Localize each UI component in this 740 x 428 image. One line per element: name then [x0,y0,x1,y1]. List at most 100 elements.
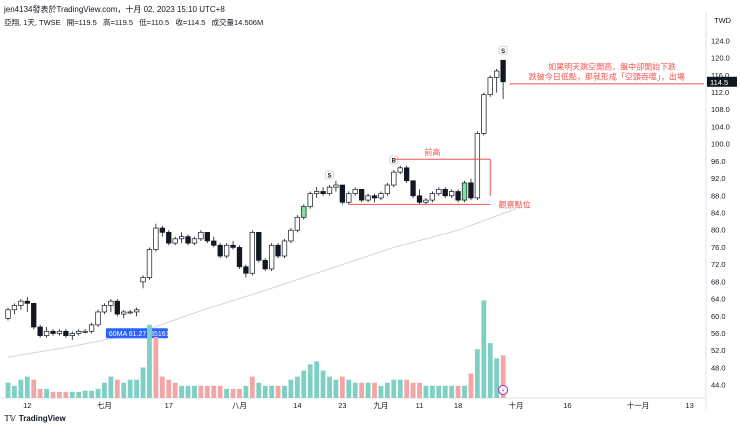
candle-body[interactable] [256,232,262,261]
candle-body[interactable] [114,300,120,315]
candle-body[interactable] [378,193,384,199]
candle-body[interactable] [288,229,294,242]
candle-body[interactable] [500,59,506,83]
date-tick-label: 12 [23,401,31,410]
candle-body[interactable] [159,227,165,233]
candle-body[interactable] [217,244,223,257]
candle-body[interactable] [11,305,18,311]
volume-bar [44,388,49,398]
earnings-marker-icon[interactable] [498,385,509,395]
candle-body[interactable] [262,259,268,270]
volume-bar [282,385,287,398]
candle-body[interactable] [423,199,429,203]
publish-caption: jen4134發表於TradingView.com，十月 02, 2023 15… [4,5,225,14]
volume-bar [147,324,152,398]
candle-body[interactable] [146,249,153,278]
candle-body[interactable] [365,195,371,201]
tradingview-logo[interactable]: 𝕋𝕍 TradingView [4,414,66,423]
candle-body[interactable] [56,330,63,334]
candle-body[interactable] [449,191,455,197]
candle-body[interactable] [191,238,198,244]
candle-body[interactable] [436,188,442,194]
candle-body[interactable] [18,300,24,306]
candle-body[interactable] [153,227,159,250]
candle-body[interactable] [88,324,95,332]
price-tick-label: 52.0 [711,346,726,355]
candle-body[interactable] [121,311,127,315]
candle-body[interactable] [494,70,500,78]
candle-body[interactable] [198,232,204,240]
candle-body[interactable] [108,300,114,306]
candle-body[interactable] [307,193,313,207]
price-tick-label: 92.0 [711,174,726,183]
low-value: 低=110.5 [139,18,170,27]
candle-body[interactable] [101,305,108,313]
candle-body[interactable] [468,182,474,199]
candle-body[interactable] [69,333,75,336]
candle-body[interactable] [481,94,487,134]
candle-body[interactable] [404,167,410,182]
symbol-label[interactable]: 亞翔, 1天, TWSE [4,18,61,27]
volume-bar [346,379,352,398]
candle-body[interactable] [249,232,255,274]
candle-body[interactable] [455,191,461,201]
candle-body[interactable] [410,180,416,197]
candle-body[interactable] [461,182,468,201]
candle-body[interactable] [416,195,423,203]
candle-body[interactable] [133,309,140,313]
candle-body[interactable] [391,171,397,186]
candle-body[interactable] [178,236,185,240]
candle-body[interactable] [127,311,133,314]
candle-body[interactable] [429,193,436,201]
volume-value: 成交量14.506M [211,18,264,27]
candle-body[interactable] [31,302,37,328]
candle-body[interactable] [359,188,365,201]
candle-body[interactable] [294,216,300,231]
candle-body[interactable] [211,240,217,246]
candle-body[interactable] [95,311,101,326]
candle-body[interactable] [230,244,236,248]
candle-body[interactable] [397,167,403,173]
candle-body[interactable] [76,330,82,334]
price-tick-label: 72.0 [711,260,726,269]
candle-body[interactable] [320,191,326,194]
candle-body[interactable] [140,277,146,283]
candle-body[interactable] [371,195,378,199]
candle-body[interactable] [384,184,391,194]
candle-body[interactable] [43,330,50,336]
price-tick-label: 124.0 [711,36,730,45]
candle-body[interactable] [339,184,346,203]
candle-body[interactable] [5,309,11,319]
candle-body[interactable] [301,206,307,218]
candle-body[interactable] [313,191,320,194]
volume-bar [365,382,371,398]
candle-body[interactable] [24,300,30,304]
candle-body[interactable] [243,266,249,274]
ma60-label: 60MA 61.27135161 [109,331,170,338]
candle-body[interactable] [63,330,69,336]
candle-body[interactable] [268,244,275,270]
candle-body[interactable] [50,330,56,334]
candle-body[interactable] [281,240,288,257]
candle-body[interactable] [333,184,339,188]
candle-body[interactable] [204,232,210,242]
candle-body[interactable] [236,247,243,268]
candle-body[interactable] [474,133,481,199]
candle-body[interactable] [172,238,178,244]
candle-body[interactable] [223,244,230,257]
candle-body[interactable] [442,188,448,197]
candle-body[interactable] [352,188,358,194]
currency-label[interactable]: TWD [714,16,732,25]
volume-bar [352,382,358,398]
volume-bar [57,391,62,398]
candle-body[interactable] [185,236,191,244]
date-tick-label: 七月 [97,401,112,410]
candle-body[interactable] [275,244,281,257]
candle-body[interactable] [487,77,493,96]
candle-body[interactable] [166,232,172,244]
candle-body[interactable] [326,186,333,194]
candle-body[interactable] [346,193,352,203]
candle-body[interactable] [82,330,88,333]
candle-body[interactable] [37,326,43,336]
